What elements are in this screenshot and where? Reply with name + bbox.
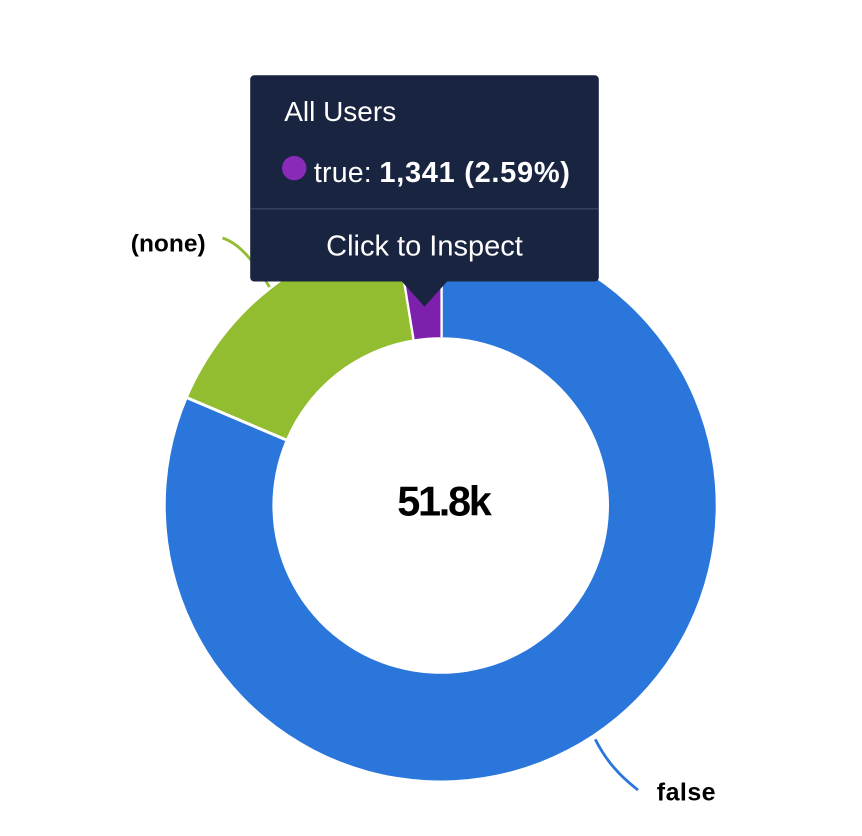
svg-text:(none): (none) (131, 231, 206, 258)
svg-text:Click to Inspect: Click to Inspect (326, 231, 523, 263)
svg-text:All Users: All Users (284, 96, 396, 127)
svg-text:51.8k: 51.8k (397, 478, 493, 525)
svg-text:false: false (657, 779, 716, 807)
svg-text:true:1,341 (2.59%): true: 1,341 (2.59%) (314, 157, 571, 189)
